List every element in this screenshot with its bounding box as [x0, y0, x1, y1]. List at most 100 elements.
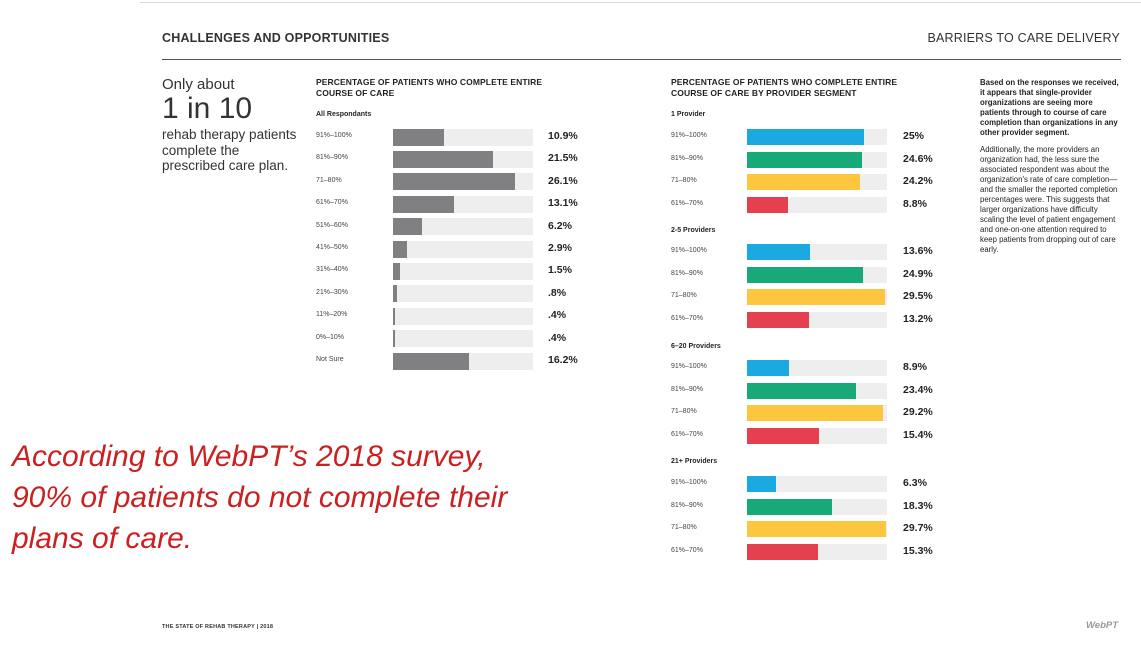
bar-track [393, 352, 533, 370]
analysis-note: Based on the responses we received, it a… [980, 78, 1120, 255]
header-divider [162, 59, 1121, 60]
value-label: 24.2% [903, 175, 933, 188]
value-label: .4% [548, 309, 567, 322]
bar [747, 428, 819, 445]
chart-title-segment: PERCENTAGE OF PATIENTS WHO COMPLETE ENTI… [671, 77, 898, 98]
bar-track [393, 330, 533, 348]
bar-track [393, 307, 533, 325]
callout-intro: Only about [162, 76, 235, 93]
bar-track [393, 128, 533, 146]
top-rule [140, 2, 1141, 3]
category-label: Not Sure [316, 356, 344, 363]
category-label: 61%–70% [671, 431, 703, 439]
bar [747, 129, 864, 145]
category-label: 0%–10% [316, 333, 345, 341]
value-label: 15.3% [903, 545, 933, 558]
callout-stat: 1 in 10 [162, 92, 253, 125]
category-label: 91%–100% [671, 132, 707, 139]
bar-track [393, 150, 533, 168]
category-label: 51%–60% [316, 221, 348, 229]
value-label: 18.3% [903, 499, 933, 512]
group-label: 21+ Providers [671, 458, 718, 465]
callout-text: rehab therapy patients complete the pres… [162, 127, 297, 173]
bar-track [747, 289, 887, 306]
category-label: 71–80% [316, 176, 342, 184]
category-label: 81%–90% [671, 501, 703, 509]
chart-title-all: PERCENTAGE OF PATIENTS WHO COMPLETE ENTI… [316, 77, 543, 98]
value-label: 24.9% [903, 267, 933, 280]
value-label: 8.8% [903, 198, 927, 211]
bar [393, 240, 407, 258]
value-label: 25% [903, 130, 925, 142]
bar [393, 218, 422, 236]
category-label: 71–80% [671, 408, 697, 416]
bar [747, 498, 833, 515]
bar-track [747, 382, 887, 399]
bar [747, 382, 857, 399]
bar [747, 544, 819, 561]
section-subtitle: BARRIERS TO CARE DELIVERY [927, 31, 1120, 45]
category-label: 81%–90% [316, 154, 348, 162]
category-label: 11%–20% [316, 311, 348, 319]
bar-track [747, 428, 887, 445]
value-label: 10.9% [548, 130, 578, 142]
bar [393, 128, 444, 146]
bar-track [393, 173, 533, 191]
bar-track [747, 312, 887, 329]
bar-track [747, 197, 887, 214]
category-label: 71–80% [671, 292, 697, 300]
bar-track [747, 498, 887, 515]
bar [747, 405, 884, 422]
bar-track [747, 521, 887, 538]
group-label: 2-5 Providers [671, 227, 716, 234]
bar [747, 476, 777, 492]
category-label: 61%–70% [671, 315, 703, 323]
value-label: 13.2% [903, 313, 933, 326]
analysis-body: Additionally, the more providers an orga… [980, 145, 1118, 254]
value-label: 29.7% [903, 522, 933, 535]
bar-track [393, 285, 533, 303]
value-label: 8.9% [903, 361, 927, 373]
bar [393, 150, 494, 168]
bar-track [747, 476, 887, 492]
bar [393, 330, 395, 348]
category-label: 61%–70% [671, 547, 703, 555]
bar [747, 521, 886, 538]
value-label: 29.2% [903, 406, 933, 419]
bar-track [747, 174, 887, 191]
bar-track [747, 129, 887, 145]
category-label: 31%–40% [316, 266, 348, 274]
category-label: 61%–70% [316, 199, 348, 207]
category-label: 71–80% [671, 524, 697, 532]
bar [393, 285, 397, 303]
bar [747, 360, 789, 376]
value-label: 24.6% [903, 152, 933, 165]
bar-track [747, 405, 887, 422]
section-title: CHALLENGES AND OPPORTUNITIES [162, 31, 390, 45]
category-label: 91%–100% [671, 247, 707, 254]
bar-track [747, 244, 887, 260]
value-label: 23.4% [903, 383, 933, 396]
bar [393, 195, 455, 213]
value-label: 26.1% [548, 174, 578, 187]
category-label: 91%–100% [671, 479, 707, 486]
bar [747, 266, 864, 283]
value-label: 16.2% [548, 354, 578, 366]
bar-track [393, 240, 533, 258]
category-label: 21%–30% [316, 288, 348, 296]
bar [393, 352, 469, 370]
stat-callout: Only about 1 in 10 rehab therapy patient… [162, 76, 302, 174]
bar [747, 289, 885, 306]
bar-track [747, 544, 887, 561]
bar-track [393, 262, 533, 280]
value-label: .4% [548, 331, 567, 344]
bar [747, 244, 811, 260]
group-label: All Respondants [316, 111, 372, 118]
bar-track [747, 151, 887, 168]
category-label: 41%–50% [316, 244, 348, 251]
bar-track [747, 360, 887, 376]
category-label: 91%–100% [316, 132, 352, 139]
survey-quote: According to WebPT’s 2018 survey, 90% of… [12, 440, 508, 555]
value-label: .8% [548, 286, 567, 299]
bar-track [393, 195, 533, 213]
